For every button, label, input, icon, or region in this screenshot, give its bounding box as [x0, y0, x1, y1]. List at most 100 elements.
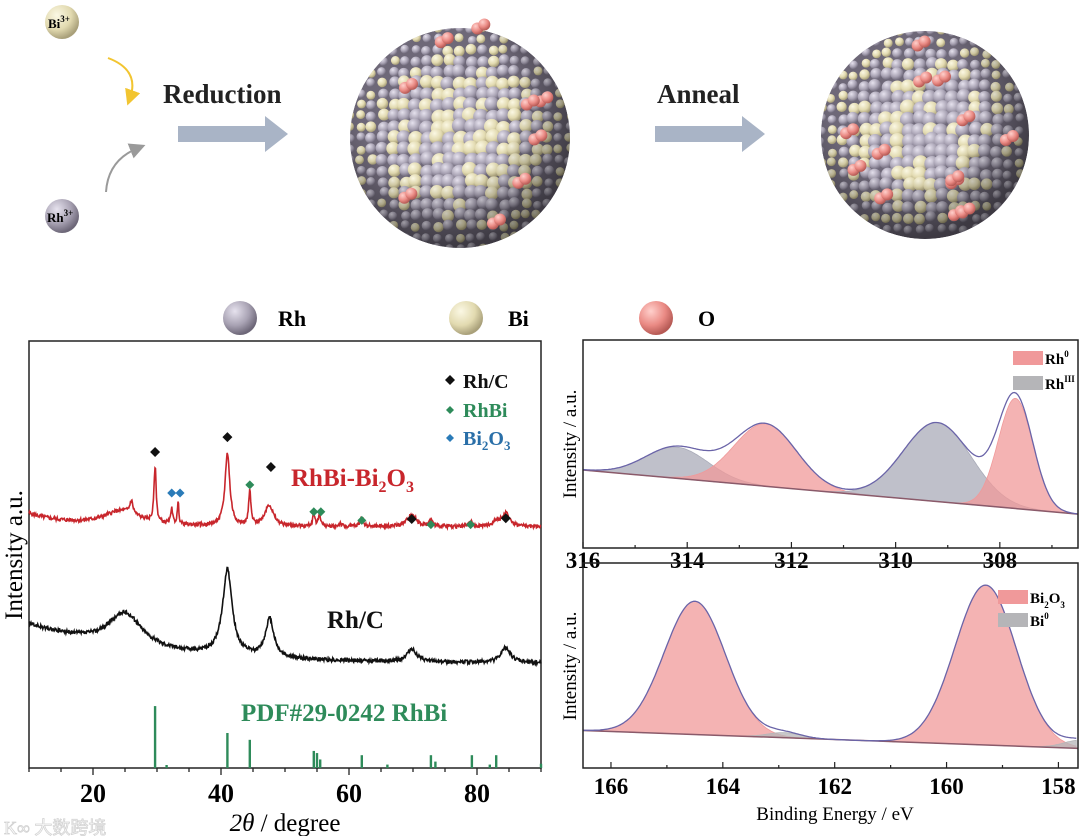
legend-marker-rhbi — [446, 406, 454, 414]
anneal-label: Anneal — [657, 79, 740, 109]
oxygen-atom — [881, 188, 894, 201]
rhbi-nanoparticle-reduced — [350, 18, 570, 248]
xps-bi-y-axis-label: Intensity / a.u. — [560, 612, 581, 721]
rh-atom-icon — [223, 301, 257, 335]
xrd-legend: Rh/C RhBi Bi2O3 — [445, 371, 511, 453]
o-atom-icon — [639, 301, 673, 335]
bi-ion-label: Bi3+ — [48, 14, 70, 31]
rhbi-bi2o3-series-label: RhBi-Bi2O3 — [291, 465, 414, 496]
xps-bi-frame — [582, 562, 1079, 769]
legend-label-rh-c: Rh/C — [463, 371, 509, 393]
legend-label-bi2o3-xps: Bi2O3 — [1030, 591, 1065, 610]
x-tick-label: 308 — [983, 548, 1018, 573]
marker-bi2o3 — [167, 488, 177, 498]
x-tick-label: 40 — [208, 779, 234, 808]
atom — [555, 188, 565, 198]
xrd-x-axis-label: 2θ / degree — [230, 810, 341, 836]
watermark: K∞ 大数跨境 — [4, 818, 106, 836]
oxygen-atom — [878, 143, 891, 156]
x-tick-label: 158 — [1041, 774, 1076, 799]
xps-rh-y-axis-label: Intensity / a.u. — [560, 390, 581, 499]
xrd-y-axis-label: Intensity a.u. — [1, 490, 28, 620]
reduction-label: Reduction — [163, 79, 282, 109]
oxygen-atom — [847, 123, 860, 136]
rh-ion-label: Rh3+ — [47, 208, 73, 225]
oxygen-atom — [918, 35, 931, 48]
reduction-arrow-icon — [178, 116, 288, 152]
background-line — [582, 469, 1079, 515]
yellow-arrow-icon — [107, 57, 141, 106]
marker-bi2o3 — [175, 488, 185, 498]
oxygen-atom — [854, 159, 867, 172]
bi-atom-icon — [449, 301, 483, 335]
xrd-series-rh-c — [28, 566, 542, 668]
x-tick-label: 60 — [336, 779, 362, 808]
bi-legend-label: Bi — [508, 306, 529, 331]
synthesis-schematic: Bi3+ Rh3+ Reduction Anneal — [45, 5, 1029, 248]
rh-legend-label: Rh — [278, 306, 306, 331]
gray-arrow-icon — [105, 143, 146, 193]
oxygen-atom — [406, 77, 419, 90]
x-tick-label: 164 — [706, 774, 741, 799]
xps-rh-frame — [582, 339, 1079, 549]
marker-rh-c — [265, 461, 276, 472]
oxygen-atom — [535, 129, 548, 142]
oxygen-atom — [963, 202, 976, 215]
pdf-reference-label: PDF#29-0242 RhBi — [241, 700, 447, 727]
legend-marker-rh-c — [445, 375, 455, 385]
oxygen-atom — [527, 94, 540, 107]
x-tick-label: 312 — [774, 548, 809, 573]
legend-label-bi2o3: Bi2O3 — [463, 428, 511, 453]
atom-legend: Rh Bi O — [223, 301, 715, 335]
x-tick-label: 162 — [817, 774, 852, 799]
oxygen-atom — [519, 172, 532, 185]
legend-swatch-rhiii — [1013, 376, 1043, 390]
marker-rhbi — [245, 480, 255, 490]
xrd-series-rhbi-bi2o3 — [28, 452, 542, 531]
legend-label-rhiii: RhIII — [1045, 374, 1075, 393]
xps-rh3d-chart: 316 314 312 310 308 Intensity / a.u. Rh0 RhI… — [560, 339, 1079, 573]
rh-ion-sphere — [45, 199, 79, 233]
o-legend-label: O — [698, 306, 715, 331]
envelope-curve — [583, 584, 1077, 742]
legend-label-rhbi: RhBi — [463, 400, 508, 422]
x-tick-label: 310 — [878, 548, 913, 573]
oxygen-atom — [963, 110, 976, 123]
xps-bi4f-chart: 166 164 162 160 158 Intensity / a.u. Binding… — [560, 562, 1079, 825]
marker-rh-c — [500, 513, 511, 524]
anneal-arrow-icon — [655, 116, 765, 152]
rh-c-series-label: Rh/C — [327, 607, 384, 634]
xrd-chart: 20 40 60 80 Intensity a.u. 2θ / degree RhBi… — [1, 340, 543, 836]
oxygen-atom — [441, 32, 454, 45]
legend-marker-bi2o3 — [446, 434, 454, 442]
x-tick-label: 80 — [464, 779, 490, 808]
rhbi-nanoparticle-annealed — [821, 31, 1029, 239]
envelope-curve — [583, 391, 1078, 515]
oxygen-atom — [920, 71, 933, 84]
particle-shading — [821, 31, 1029, 239]
marker-rh-c — [222, 432, 233, 443]
legend-label-bi0: Bi0 — [1030, 611, 1049, 630]
legend-swatch-rh0 — [1013, 351, 1043, 365]
marker-rhbi — [466, 520, 476, 530]
oxygen-atom — [541, 91, 554, 104]
marker-rh-c — [150, 447, 161, 458]
x-tick-label: 160 — [929, 774, 964, 799]
marker-rhbi — [316, 507, 326, 517]
legend-swatch-bi0 — [998, 613, 1028, 627]
oxygen-atom — [493, 213, 506, 226]
bi-ion-sphere — [45, 5, 79, 39]
marker-rhbi — [309, 507, 319, 517]
oxygen-atom — [478, 18, 491, 31]
legend-swatch-bi2o3 — [998, 590, 1028, 604]
oxygen-atom — [1006, 130, 1019, 143]
marker-rhbi — [357, 515, 367, 525]
x-tick-label: 166 — [594, 774, 629, 799]
x-tick-label: 314 — [670, 548, 705, 573]
oxygen-atom — [938, 70, 951, 83]
marker-rhbi — [426, 520, 436, 530]
particle-atoms — [821, 31, 1029, 239]
x-tick-label: 20 — [80, 779, 106, 808]
marker-rh-c — [406, 514, 417, 525]
